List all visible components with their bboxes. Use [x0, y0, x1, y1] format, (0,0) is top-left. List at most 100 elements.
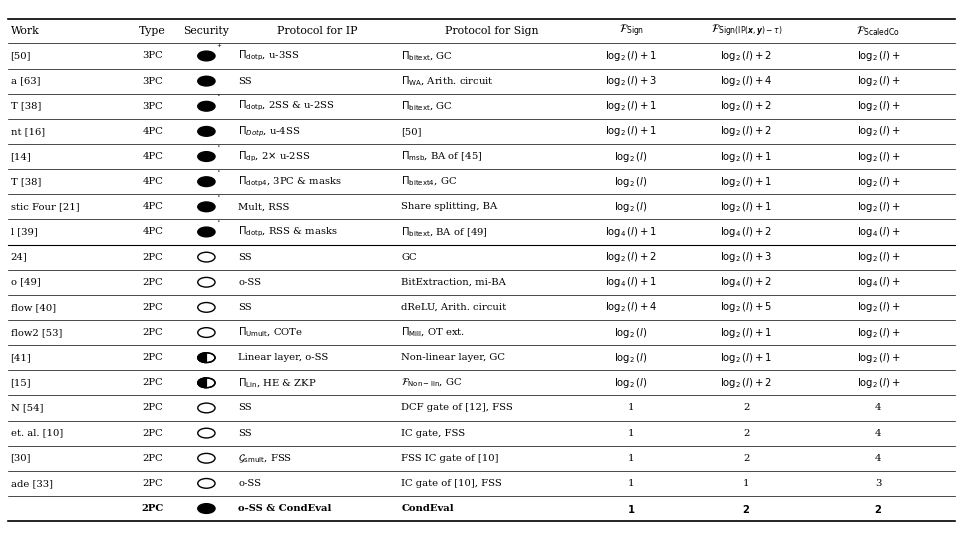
Text: Protocol for Sign: Protocol for Sign — [445, 26, 539, 36]
Circle shape — [198, 454, 215, 463]
Text: $\log_2(l)+$: $\log_2(l)+$ — [856, 74, 900, 88]
Text: $\log_2(l)+4$: $\log_2(l)+4$ — [605, 300, 658, 314]
Text: SS: SS — [238, 403, 252, 413]
Text: $\log_2(l)+2$: $\log_2(l)+2$ — [720, 124, 773, 138]
Text: $\Pi_{Dotp}$, u-4SS: $\Pi_{Dotp}$, u-4SS — [238, 124, 300, 139]
Text: 2PC: 2PC — [142, 303, 163, 312]
Text: $\log_2(l)+$: $\log_2(l)+$ — [856, 350, 900, 365]
Text: IC gate of [10], FSS: IC gate of [10], FSS — [401, 479, 502, 488]
Text: $\log_2(l)+$: $\log_2(l)+$ — [856, 376, 900, 390]
Text: $\Pi_{\mathrm{bitext4}}$, GC: $\Pi_{\mathrm{bitext4}}$, GC — [401, 175, 457, 188]
Text: 2PC: 2PC — [142, 353, 163, 362]
Text: et. al. [10]: et. al. [10] — [11, 429, 62, 437]
Circle shape — [198, 102, 215, 111]
Text: o [49]: o [49] — [11, 278, 40, 287]
Text: 1: 1 — [628, 479, 635, 488]
Circle shape — [198, 353, 215, 362]
Text: Work: Work — [11, 26, 39, 36]
Text: $\log_2(l)$: $\log_2(l)$ — [614, 150, 648, 164]
Text: $\mathbf{2}$: $\mathbf{2}$ — [875, 503, 882, 515]
Text: $\log_2(l)+3$: $\log_2(l)+3$ — [605, 74, 658, 88]
Text: $\log_2(l)+2$: $\log_2(l)+2$ — [720, 99, 773, 113]
Text: $\log_4(l)+2$: $\log_4(l)+2$ — [720, 275, 773, 289]
Text: SS: SS — [238, 429, 252, 437]
Text: [50]: [50] — [11, 51, 31, 60]
Text: ade [33]: ade [33] — [11, 479, 53, 488]
Text: $\Pi_{\mathrm{dp}}$, 2$\times$ u-2SS: $\Pi_{\mathrm{dp}}$, 2$\times$ u-2SS — [238, 150, 310, 164]
Text: $\log_2(l)+1$: $\log_2(l)+1$ — [605, 49, 658, 63]
Text: $\Pi_{\mathrm{Umult}}$, COTe: $\Pi_{\mathrm{Umult}}$, COTe — [238, 326, 303, 339]
Text: $\log_2(l)+$: $\log_2(l)+$ — [856, 250, 900, 264]
Text: Type: Type — [139, 26, 166, 36]
Text: $\log_2(l)+$: $\log_2(l)+$ — [856, 124, 900, 138]
Text: $\mathcal{F}_{\mathrm{Sign}(\mathrm{IP}(\boldsymbol{x},\boldsymbol{y})-\tau)}$: $\mathcal{F}_{\mathrm{Sign}(\mathrm{IP}(… — [710, 23, 782, 39]
Text: $\log_4(l)+2$: $\log_4(l)+2$ — [720, 225, 773, 239]
Text: $\log_2(l)+$: $\log_2(l)+$ — [856, 150, 900, 164]
Text: $\log_2(l)+$: $\log_2(l)+$ — [856, 326, 900, 340]
Text: T [38]: T [38] — [11, 177, 41, 186]
Text: $\log_2(l)$: $\log_2(l)$ — [614, 376, 648, 390]
Text: [14]: [14] — [11, 152, 32, 161]
Text: $\log_2(l)+1$: $\log_2(l)+1$ — [720, 200, 773, 214]
Circle shape — [198, 202, 215, 212]
Text: 4PC: 4PC — [142, 177, 163, 186]
Text: dReLU, Arith. circuit: dReLU, Arith. circuit — [401, 303, 507, 312]
Circle shape — [198, 76, 215, 86]
Circle shape — [198, 478, 215, 488]
Text: stic Four [21]: stic Four [21] — [11, 202, 79, 211]
Text: FSS IC gate of [10]: FSS IC gate of [10] — [401, 454, 499, 463]
Text: $\log_2(l)+$: $\log_2(l)+$ — [856, 99, 900, 113]
Text: $\log_4(l)+$: $\log_4(l)+$ — [856, 225, 900, 239]
Circle shape — [198, 328, 215, 338]
Text: $\Pi_{\mathrm{Lin}}$, HE & ZKP: $\Pi_{\mathrm{Lin}}$, HE & ZKP — [238, 376, 317, 390]
Text: 3: 3 — [876, 479, 881, 488]
Text: $\log_2(l)+1$: $\log_2(l)+1$ — [605, 99, 658, 113]
Circle shape — [198, 177, 215, 186]
Text: $\Pi_{\mathrm{Mill}}$, OT ext.: $\Pi_{\mathrm{Mill}}$, OT ext. — [401, 326, 466, 339]
Text: $\mathbf{1}$: $\mathbf{1}$ — [627, 503, 636, 515]
Text: Linear layer, o-SS: Linear layer, o-SS — [238, 353, 328, 362]
Text: 4PC: 4PC — [142, 152, 163, 161]
Text: $\log_2(l)+2$: $\log_2(l)+2$ — [720, 49, 773, 63]
Text: 1: 1 — [628, 454, 635, 463]
Text: $\log_2(l)+1$: $\log_2(l)+1$ — [720, 326, 773, 340]
Text: $\log_2(l)+5$: $\log_2(l)+5$ — [720, 300, 773, 314]
Text: Non-linear layer, GC: Non-linear layer, GC — [401, 353, 505, 362]
Text: o-SS: o-SS — [238, 278, 261, 287]
Text: $\mathcal{F}_{\mathrm{Sign}}$: $\mathcal{F}_{\mathrm{Sign}}$ — [618, 23, 644, 39]
Text: $^+$: $^+$ — [215, 43, 223, 51]
Text: $\Pi_{\mathrm{dotp}}$, 2SS & u-2SS: $\Pi_{\mathrm{dotp}}$, 2SS & u-2SS — [238, 99, 335, 113]
Text: SS: SS — [238, 253, 252, 261]
Text: Security: Security — [183, 26, 229, 36]
Text: 4PC: 4PC — [142, 202, 163, 211]
Text: [50]: [50] — [401, 127, 421, 136]
Text: 2PC: 2PC — [142, 479, 163, 488]
Text: SS: SS — [238, 77, 252, 86]
Text: $\log_4(l)+1$: $\log_4(l)+1$ — [605, 275, 658, 289]
Text: 24]: 24] — [11, 253, 27, 261]
Text: 2: 2 — [743, 454, 750, 463]
Circle shape — [198, 403, 215, 413]
Text: flow [40]: flow [40] — [11, 303, 56, 312]
Circle shape — [198, 378, 215, 388]
Text: nt [16]: nt [16] — [11, 127, 45, 136]
Text: 4: 4 — [876, 454, 881, 463]
Circle shape — [198, 252, 215, 262]
Text: $^\star$: $^\star$ — [215, 219, 221, 227]
Text: 4PC: 4PC — [142, 227, 163, 237]
Text: $\log_2(l)+$: $\log_2(l)+$ — [856, 200, 900, 214]
Text: $\log_2(l)$: $\log_2(l)$ — [614, 200, 648, 214]
Text: N [54]: N [54] — [11, 403, 43, 413]
Text: $\log_2(l)+4$: $\log_2(l)+4$ — [720, 74, 773, 88]
Text: Share splitting, BA: Share splitting, BA — [401, 202, 497, 211]
Text: $\log_4(l)+$: $\log_4(l)+$ — [856, 275, 900, 289]
Text: $^\star$: $^\star$ — [215, 194, 221, 202]
Circle shape — [198, 302, 215, 312]
Text: GC: GC — [401, 253, 417, 261]
Text: $\log_2(l)+$: $\log_2(l)+$ — [856, 49, 900, 63]
Text: 1: 1 — [628, 429, 635, 437]
Text: $\log_2(l)$: $\log_2(l)$ — [614, 174, 648, 188]
Text: 3PC: 3PC — [142, 77, 163, 86]
Text: T [38]: T [38] — [11, 102, 41, 111]
Text: $^\star$: $^\star$ — [215, 93, 221, 102]
